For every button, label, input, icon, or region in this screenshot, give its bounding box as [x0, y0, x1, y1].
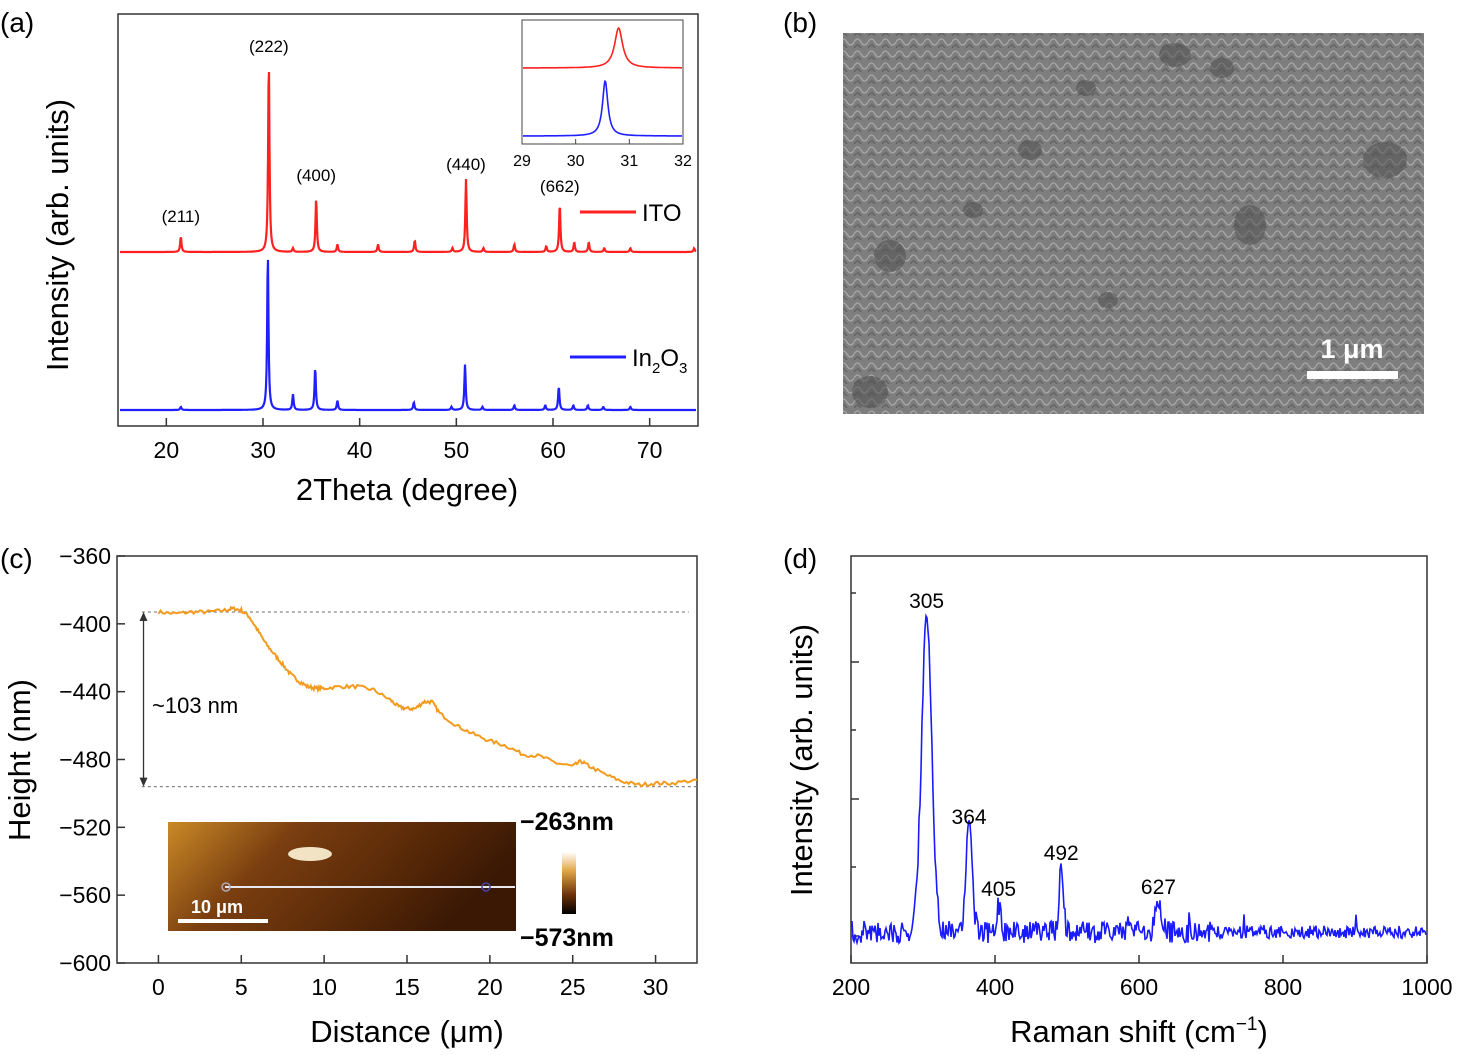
- x-tick-label: 30: [250, 437, 276, 463]
- panel-b-label: (b): [783, 7, 817, 38]
- arrow-head-top: [139, 611, 148, 621]
- panel-a-y-title: Intensity (arb. units): [40, 99, 75, 371]
- panel-d-y-title: Intensity (arb. units): [784, 624, 819, 896]
- panel-d: (d) 200 400 600 800 1000 305 364 405 492 627 Ram…: [783, 543, 1453, 1049]
- inset-x-tick-label: 32: [674, 153, 692, 170]
- colorbar-min-label: −573nm: [520, 924, 614, 952]
- panel-d-y-ticks: [851, 592, 859, 937]
- y-tick-label: −400: [59, 611, 111, 637]
- panel-c-y-ticks: −360 −400 −440 −480 −520 −560 −600: [59, 543, 125, 976]
- panel-a-peak-labels: (211) (222) (400) (440) (662): [162, 37, 580, 226]
- panel-c: (c) 0 5 10 15 20 25 30 −360 −400 −440 −480 −520 −56…: [0, 543, 698, 1049]
- step-height-annotation: ~103 nm: [152, 693, 238, 718]
- y-tick-label: −480: [59, 747, 111, 773]
- panel-a-x-ticks: 20 30 40 50 60 70: [154, 418, 663, 463]
- panel-c-y-title: Height (nm): [2, 679, 37, 841]
- colorbar-max-label: −263nm: [520, 808, 614, 836]
- inset-x-tick-label: 30: [567, 153, 585, 170]
- x-tick-label: 5: [235, 974, 248, 1000]
- y-tick-label: −520: [59, 814, 111, 840]
- raman-spectrum-line: [851, 613, 1427, 946]
- y-tick-label: −440: [59, 679, 111, 705]
- panel-a-x-title: 2Theta (degree): [296, 472, 518, 507]
- x-tick-label: 600: [1120, 974, 1158, 1000]
- peak-label: 627: [1141, 876, 1176, 899]
- panel-b: (b) 1 μm: [783, 7, 1424, 414]
- sem-scale-bar-label: 1 μm: [1320, 334, 1383, 364]
- peak-label: 364: [952, 806, 987, 829]
- ito-pattern-line: [120, 71, 697, 254]
- height-profile-line: [157, 605, 698, 788]
- afm-scale-bar: [178, 919, 268, 923]
- panel-d-peak-labels: 305 364 405 492 627: [909, 590, 1176, 901]
- peak-label: (662): [540, 177, 580, 196]
- x-tick-label: 20: [477, 974, 503, 1000]
- x-tick-label: 30: [643, 974, 669, 1000]
- sem-image: [843, 33, 1424, 414]
- x-tick-label: 0: [152, 974, 165, 1000]
- panel-a-inset-ticks: 29 30 31 32: [513, 139, 692, 170]
- x-tick-label: 50: [444, 437, 470, 463]
- peak-label: (400): [296, 166, 336, 185]
- x-tick-label: 20: [154, 437, 180, 463]
- panel-c-x-title: Distance (μm): [310, 1014, 504, 1049]
- panel-a: (a) 20 30 40 50 60 70 (211) (222) (400) (440) (66…: [0, 7, 699, 507]
- peak-label: (222): [249, 37, 289, 56]
- in2o3-pattern-line: [120, 259, 696, 412]
- panel-a-label: (a): [0, 7, 34, 38]
- x-tick-label: 400: [976, 974, 1014, 1000]
- peak-label: 405: [981, 878, 1016, 901]
- inset-in2o3-peak: [523, 79, 682, 137]
- panel-c-x-ticks: 0 5 10 15 20 25 30: [152, 955, 668, 1000]
- inset-ito-peak: [523, 26, 682, 69]
- y-tick-label: −560: [59, 882, 111, 908]
- x-tick-label: 200: [832, 974, 870, 1000]
- x-tick-label: 40: [347, 437, 373, 463]
- panel-a-inset-frame: [521, 19, 684, 145]
- peak-label: (440): [446, 155, 486, 174]
- afm-end-marker: [481, 882, 491, 892]
- panel-d-x-ticks: 200 400 600 800 1000: [832, 955, 1453, 1000]
- x-tick-label: 800: [1264, 974, 1302, 1000]
- inset-x-tick-label: 29: [513, 153, 531, 170]
- peak-label: 492: [1044, 842, 1079, 865]
- y-tick-label: −600: [59, 950, 111, 976]
- legend-in2o3-label: In2O3: [632, 345, 687, 377]
- x-tick-label: 60: [540, 437, 566, 463]
- x-tick-label: 25: [560, 974, 586, 1000]
- x-tick-label: 15: [394, 974, 420, 1000]
- legend-ito-label: ITO: [642, 200, 682, 227]
- afm-scale-bar-label: 10 μm: [191, 897, 243, 917]
- inset-x-tick-label: 31: [620, 153, 638, 170]
- arrow-head-bottom: [139, 777, 148, 787]
- afm-start-marker: [221, 882, 231, 892]
- afm-bright-spot: [288, 847, 332, 861]
- y-tick-label: −360: [59, 543, 111, 569]
- peak-label: (211): [162, 207, 200, 226]
- afm-colorbar: [562, 852, 576, 914]
- x-tick-label: 10: [311, 974, 337, 1000]
- x-tick-label: 1000: [1401, 974, 1452, 1000]
- sem-image-spots: [852, 43, 1407, 408]
- afm-image: [168, 822, 516, 931]
- panel-a-frame: [117, 13, 699, 427]
- sem-scale-bar: [1307, 371, 1398, 379]
- panel-d-x-title: Raman shift (cm−1): [1010, 1014, 1268, 1049]
- x-tick-label: 70: [637, 437, 663, 463]
- panel-d-label: (d): [783, 543, 817, 574]
- panel-c-label: (c): [0, 543, 33, 574]
- peak-label: 305: [909, 590, 944, 613]
